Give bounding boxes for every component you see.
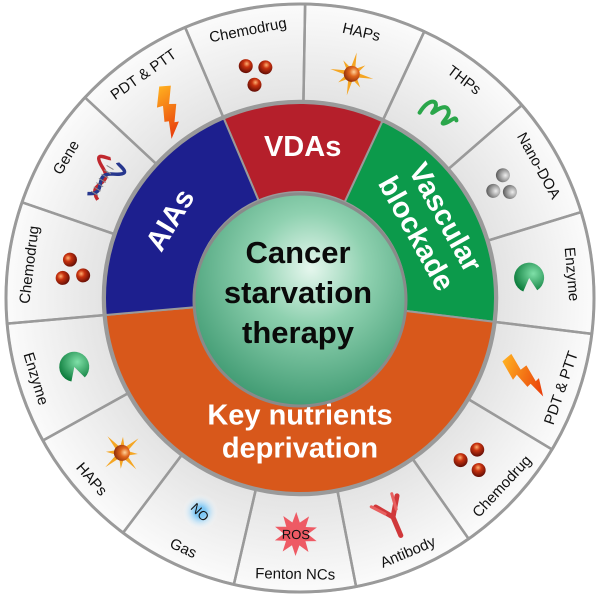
pacman-enzyme-icon [59, 351, 90, 382]
segment-label: Fenton NCs [255, 565, 335, 583]
starburst-sphere-icon [330, 52, 374, 96]
center-title-line: starvation [224, 275, 372, 310]
pacman-enzyme-icon [514, 262, 545, 292]
antibody-icon [369, 492, 404, 538]
no-gas-icon: NO [182, 493, 219, 530]
red-spheres-icon [55, 252, 91, 285]
gray-spheres-icon [486, 168, 517, 199]
ros-label: ROS [282, 527, 311, 542]
inner-sector-aias: AIAs [104, 117, 260, 317]
center-title-line: Cancer [245, 235, 350, 270]
red-spheres-icon [453, 442, 486, 478]
lightning-bolt-icon [502, 353, 544, 397]
starburst-sphere-icon [105, 436, 139, 470]
inner-sector-label: VDAs [264, 131, 341, 163]
segment-label: Enzyme [561, 247, 583, 302]
ros-burst-icon: ROS [274, 511, 317, 556]
center-sphere [192, 192, 408, 408]
segment-enzyme: Enzyme [486, 210, 596, 336]
green-spiral-icon [417, 99, 459, 126]
inner-sector-vdas: VDAs [222, 102, 384, 204]
inner-sector-label: deprivation [222, 433, 378, 465]
dna-helix-icon [87, 154, 127, 201]
segment-fenton-ncs: Fenton NCs ROS [232, 488, 358, 594]
red-spheres-icon [238, 59, 273, 92]
center-title-line: therapy [242, 315, 355, 350]
lightning-bolt-icon [156, 85, 179, 139]
segment-chemodrug: Chemodrug [411, 397, 554, 541]
